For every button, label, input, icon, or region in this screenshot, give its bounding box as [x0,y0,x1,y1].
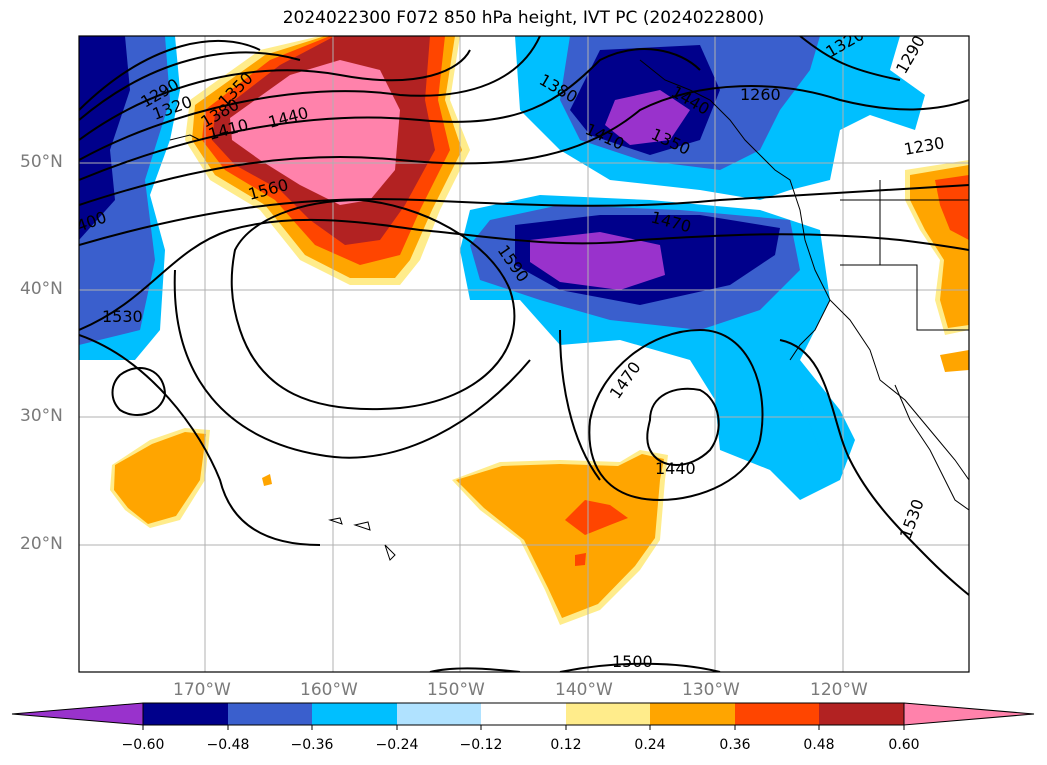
colorbar-segment [566,703,650,725]
lat-label: 40°N [20,279,63,299]
colorbar-segment [735,703,819,725]
colorbar-segment [312,703,397,725]
lon-label: 120°W [810,680,868,700]
lon-label: 160°W [300,680,358,700]
colorbar-extend-high [903,702,1035,726]
map-frame [78,35,970,673]
colorbar-tick-label: 0.60 [888,737,920,753]
colorbar-tick-label: −0.12 [459,737,503,753]
lat-label: 20°N [20,534,63,554]
colorbar-tick-label: −0.48 [206,737,250,753]
colorbar-extend-low [11,702,144,726]
colorbar-tick-label: 0.12 [550,737,582,753]
colorbar [11,702,1035,730]
lon-label: 130°W [682,680,740,700]
map-title: 2024022300 F072 850 hPa height, IVT PC (… [282,8,765,28]
negative-ivt-shading [79,36,925,500]
contour-label: 1440 [655,459,696,478]
colorbar-tick-label: −0.24 [375,737,419,753]
coastlines [169,59,969,561]
colorbar-tick-label: −0.36 [290,737,334,753]
contour-label: 1530 [102,307,143,326]
contour-label: 1500 [612,652,653,671]
contour-label: 1260 [740,85,781,104]
graticule [79,36,969,672]
lat-label: 30°N [20,406,63,426]
colorbar-tick-label: 0.48 [803,737,835,753]
contour-label: 1470 [606,358,645,402]
colorbar-segment [228,703,312,725]
colorbar-tick-label: 0.36 [719,737,751,753]
colorbar-segment [819,703,904,725]
colorbar-segment [650,703,735,725]
height-contours [79,36,969,672]
contour-label: 1230 [902,133,945,159]
colorbar-tick-label: 0.24 [634,737,666,753]
lon-label: 150°W [427,680,485,700]
colorbar-segment [481,703,566,725]
colorbar-segment [397,703,481,725]
lon-label: 140°W [555,680,613,700]
colorbar-tick-label: −0.60 [121,737,165,753]
colorbar-segment [143,703,228,725]
lon-label: 170°W [173,680,231,700]
contour-label: 1530 [896,497,928,542]
lat-label: 50°N [20,152,63,172]
